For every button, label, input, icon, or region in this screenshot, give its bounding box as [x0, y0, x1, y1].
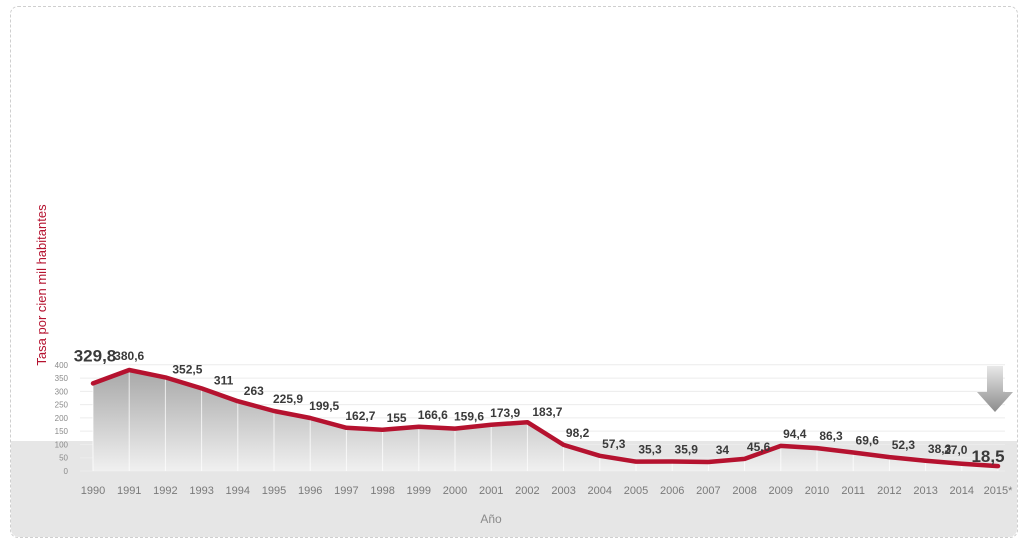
data-label: 98,2	[566, 426, 590, 440]
data-label: 183,7	[532, 405, 562, 419]
data-label: 199,5	[309, 399, 339, 413]
y-tick-label: 0	[64, 467, 69, 476]
x-axis-label: Año	[480, 512, 502, 526]
data-label: 162,7	[345, 409, 375, 423]
area-fill	[93, 370, 998, 471]
x-tick-label: 2000	[443, 485, 467, 497]
x-tick-label: 2015*	[984, 485, 1013, 497]
x-tick-label: 2010	[805, 485, 829, 497]
x-tick-label: 2002	[515, 485, 539, 497]
x-tick-label: 1995	[262, 485, 286, 497]
x-tick-label: 2011	[841, 485, 865, 497]
data-label: 352,5	[172, 362, 202, 376]
x-tick-label: 1999	[407, 485, 431, 497]
x-tick-label: 1990	[81, 485, 105, 497]
x-tick-label: 1991	[117, 485, 141, 497]
data-label: 173,9	[490, 406, 520, 420]
y-axis-label: Tasa por cien mil habitantes	[34, 204, 49, 366]
y-axis-ticks: 0 50 100 150 200 250 300 350 400	[55, 361, 69, 476]
x-tick-label: 2007	[696, 485, 720, 497]
data-label: 329,8	[74, 346, 117, 365]
data-label: 380,6	[114, 349, 144, 363]
y-tick-label: 400	[55, 361, 69, 370]
x-tick-label: 2013	[913, 485, 937, 497]
y-tick-label: 300	[55, 387, 69, 396]
y-tick-label: 350	[55, 374, 69, 383]
data-label: 57,3	[602, 437, 626, 451]
data-label: 166,6	[418, 408, 448, 422]
data-label: 34	[716, 443, 730, 457]
x-tick-label: 1998	[370, 485, 394, 497]
x-tick-label: 2004	[588, 485, 612, 497]
data-label: 27,0	[944, 443, 968, 457]
x-tick-label: 2006	[660, 485, 684, 497]
data-label: 86,3	[819, 429, 843, 443]
x-tick-label: 2005	[624, 485, 648, 497]
x-tick-label: 1997	[334, 485, 358, 497]
y-tick-label: 150	[55, 427, 69, 436]
y-tick-label: 200	[55, 414, 69, 423]
data-label: 94,4	[783, 427, 807, 441]
series-line	[90, 367, 1001, 469]
x-tick-label: 1992	[153, 485, 177, 497]
y-tick-label: 50	[59, 454, 68, 463]
x-tick-label: 2009	[769, 485, 793, 497]
down-arrow-icon	[977, 366, 1013, 412]
x-tick-label: 1996	[298, 485, 322, 497]
data-label: 35,9	[675, 443, 699, 457]
data-label: 38,3	[928, 442, 952, 456]
data-label: 35,3	[638, 443, 662, 457]
data-label: 69,6	[856, 434, 880, 448]
x-tick-label: 2003	[551, 485, 575, 497]
x-tick-label: 2008	[732, 485, 756, 497]
x-tick-label: 2014	[950, 485, 974, 497]
data-label: 18,5	[971, 447, 1004, 466]
x-tick-label: 2001	[479, 485, 503, 497]
x-tick-label: 1993	[189, 485, 213, 497]
data-label: 155	[387, 411, 407, 425]
data-label: 52,3	[892, 438, 916, 452]
y-tick-label: 250	[55, 401, 69, 410]
data-label: 45,6	[747, 440, 771, 454]
y-tick-label: 100	[55, 440, 69, 449]
chart-frame	[10, 6, 1018, 538]
data-label: 159,6	[454, 410, 484, 424]
x-axis-ticks: 1990 1991 1992 1993 1994 1995 1996 1997 1998 1999…	[81, 485, 1013, 497]
x-tick-label: 2012	[877, 485, 901, 497]
data-label: 263	[244, 384, 264, 398]
data-label: 225,9	[273, 392, 303, 406]
x-tick-label: 1994	[226, 485, 250, 497]
data-label: 311	[214, 373, 234, 387]
